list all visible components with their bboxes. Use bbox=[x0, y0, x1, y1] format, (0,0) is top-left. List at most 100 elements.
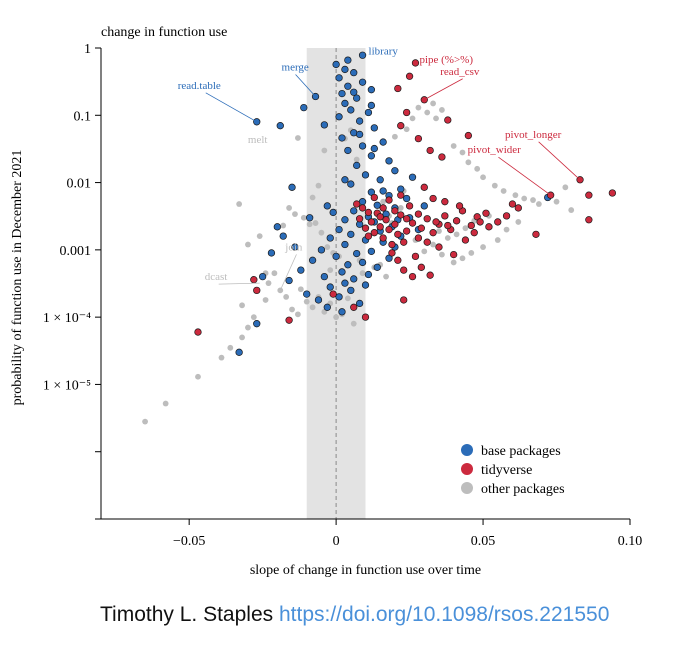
point-other-packages bbox=[306, 221, 313, 228]
point-other-packages bbox=[465, 159, 472, 166]
point-other-packages bbox=[271, 270, 278, 277]
point-other-packages bbox=[433, 115, 439, 122]
x-axis-label: slope of change in function use over tim… bbox=[250, 563, 481, 578]
point-base-packages bbox=[338, 308, 346, 316]
point-base-packages bbox=[385, 157, 393, 165]
point-base-packages bbox=[355, 299, 364, 308]
point-other-packages bbox=[512, 192, 519, 199]
point-base-packages bbox=[355, 117, 364, 125]
point-other-packages bbox=[318, 229, 325, 236]
chart-title: change in function use bbox=[101, 25, 227, 40]
point-base-packages bbox=[329, 208, 337, 217]
point-tidyverse bbox=[608, 189, 617, 197]
point-base-packages bbox=[355, 130, 364, 139]
point-other-packages bbox=[439, 107, 445, 113]
plot-area: library merge read.table melt pipe (%>%)read… bbox=[10, 25, 642, 578]
y-tick-label: 0.01 bbox=[67, 177, 92, 192]
point-other-packages bbox=[450, 143, 457, 149]
point-other-packages bbox=[359, 270, 366, 277]
point-tidyverse bbox=[376, 213, 384, 221]
point-other-packages bbox=[409, 115, 416, 122]
point-tidyverse bbox=[353, 200, 361, 208]
point-base-packages bbox=[258, 272, 267, 281]
point-other-packages bbox=[303, 298, 310, 305]
annotation-label: pivot_wider bbox=[468, 144, 521, 156]
point-tidyverse bbox=[452, 217, 461, 225]
annotation-label: melt bbox=[248, 134, 268, 146]
point-tidyverse bbox=[514, 204, 522, 212]
point-other-packages bbox=[227, 344, 234, 351]
point-base-packages bbox=[341, 279, 349, 287]
point-tidyverse bbox=[379, 234, 387, 242]
point-other-packages bbox=[289, 306, 295, 313]
point-tidyverse bbox=[394, 256, 402, 264]
point-base-packages bbox=[332, 60, 340, 69]
point-other-packages bbox=[309, 304, 316, 311]
point-tidyverse bbox=[364, 208, 373, 217]
point-tidyverse bbox=[432, 218, 440, 226]
point-tidyverse bbox=[411, 252, 420, 261]
annotation-leader bbox=[205, 92, 257, 123]
point-other-packages bbox=[383, 273, 389, 280]
point-other-packages bbox=[530, 197, 536, 203]
point-base-packages bbox=[341, 65, 349, 74]
legend-label: base packages bbox=[481, 444, 561, 459]
annotation-leader bbox=[295, 74, 316, 97]
point-base-packages bbox=[379, 138, 387, 146]
point-tidyverse bbox=[285, 316, 293, 324]
point-base-packages bbox=[370, 124, 378, 132]
point-tidyverse bbox=[485, 223, 493, 231]
point-tidyverse bbox=[402, 227, 411, 235]
point-other-packages bbox=[245, 241, 251, 248]
point-base-packages bbox=[335, 225, 343, 234]
point-tidyverse bbox=[502, 212, 511, 220]
point-base-packages bbox=[367, 247, 376, 256]
point-base-packages bbox=[358, 78, 367, 86]
point-tidyverse bbox=[417, 224, 425, 232]
point-tidyverse bbox=[402, 108, 411, 117]
point-tidyverse bbox=[408, 219, 417, 227]
point-base-packages bbox=[300, 103, 308, 112]
point-base-packages bbox=[323, 202, 331, 210]
point-base-packages bbox=[367, 86, 376, 94]
point-tidyverse bbox=[408, 272, 417, 281]
point-base-packages bbox=[376, 176, 384, 184]
point-base-packages bbox=[341, 240, 349, 249]
legend-label: other packages bbox=[481, 482, 565, 497]
point-other-packages bbox=[324, 244, 331, 250]
point-other-packages bbox=[350, 320, 357, 327]
point-tidyverse bbox=[585, 191, 593, 199]
point-tidyverse bbox=[482, 209, 490, 217]
point-other-packages bbox=[280, 222, 287, 229]
point-base-packages bbox=[397, 185, 405, 193]
point-tidyverse bbox=[414, 234, 423, 242]
point-other-packages bbox=[459, 149, 466, 156]
point-base-packages bbox=[317, 246, 326, 254]
point-tidyverse bbox=[405, 72, 414, 80]
point-base-packages bbox=[323, 303, 331, 311]
point-tidyverse bbox=[355, 215, 364, 223]
point-other-packages bbox=[380, 198, 387, 205]
point-other-packages bbox=[312, 220, 319, 226]
point-other-packages bbox=[562, 184, 569, 191]
annotation-leader bbox=[218, 282, 260, 285]
author-name: Timothy L. Staples bbox=[100, 603, 274, 626]
point-base-packages bbox=[420, 202, 428, 210]
point-base-packages bbox=[364, 108, 373, 117]
point-base-packages bbox=[235, 348, 243, 356]
point-base-packages bbox=[335, 113, 343, 121]
y-tick-label: 1 × 10⁻⁵ bbox=[43, 378, 91, 393]
point-other-packages bbox=[353, 156, 360, 163]
doi-link[interactable]: https://doi.org/10.1098/rsos.221550 bbox=[278, 603, 610, 626]
point-tidyverse bbox=[420, 183, 428, 191]
point-tidyverse bbox=[400, 266, 408, 274]
point-tidyverse bbox=[397, 122, 405, 130]
point-tidyverse bbox=[417, 263, 425, 271]
point-tidyverse bbox=[250, 276, 258, 284]
point-base-packages bbox=[358, 258, 367, 267]
point-other-packages bbox=[568, 207, 575, 213]
point-base-packages bbox=[367, 101, 376, 110]
point-other-packages bbox=[480, 174, 486, 181]
point-tidyverse bbox=[397, 211, 405, 219]
point-base-packages bbox=[332, 252, 340, 261]
